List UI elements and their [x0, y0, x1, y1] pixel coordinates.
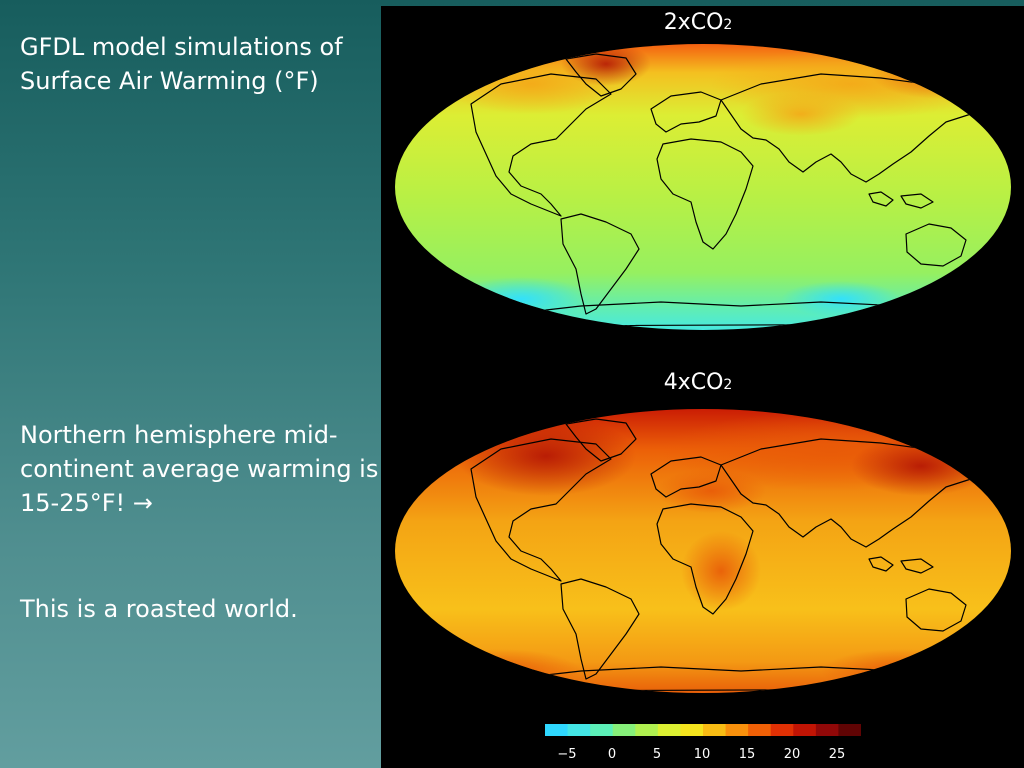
colorbar-swatch — [815, 724, 839, 736]
colorbar-swatch — [793, 724, 817, 736]
title-line-1: GFDL model simulations of — [20, 33, 343, 61]
colorbar-tick-label: 20 — [784, 747, 801, 762]
colorbar-swatch — [567, 724, 591, 736]
point-hemisphere-warming: Northern hemisphere mid- continent avera… — [20, 418, 430, 520]
colorbar-swatch — [635, 724, 659, 736]
colorbar-tick-label: −5 — [557, 747, 576, 762]
map-label-2xco2: 2xCO2 — [618, 10, 778, 35]
colorbar-tick-label: 5 — [653, 747, 661, 762]
colorbar-swatch — [545, 724, 569, 736]
map-label-2xco2-sub: 2 — [723, 17, 733, 33]
colorbar-swatch — [590, 724, 614, 736]
colorbar-swatch — [748, 724, 772, 736]
colorbar-swatch — [703, 724, 727, 736]
map-label-4xco2-sub: 2 — [723, 377, 733, 393]
title-line-2: Surface Air Warming (°F) — [20, 67, 319, 95]
point-roasted-world: This is a roasted world. — [20, 595, 298, 623]
colorbar-swatch — [770, 724, 794, 736]
slide-title: GFDL model simulations of Surface Air Wa… — [20, 30, 390, 98]
colorbar-tick-label: 0 — [608, 747, 616, 762]
colorbar-swatch — [725, 724, 749, 736]
colorbar-tick-label: 10 — [694, 747, 711, 762]
colorbar-swatch — [657, 724, 681, 736]
map-4xco2 — [395, 409, 1011, 693]
map-label-4xco2: 4xCO2 — [618, 370, 778, 395]
colorbar-tick-label: 25 — [829, 747, 846, 762]
point1-line-3: 15-25°F! → — [20, 489, 153, 517]
colorbar-swatch — [838, 724, 861, 736]
map-label-4xco2-text: 4xCO — [663, 370, 724, 395]
map-label-2xco2-text: 2xCO — [663, 10, 724, 35]
map-2xco2 — [395, 44, 1011, 330]
figure-panel: 2xCO2 — [381, 6, 1024, 768]
colorbar-legend: −5 0 5 10 15 20 25 — [545, 724, 861, 762]
colorbar-swatch — [680, 724, 704, 736]
point1-line-2: continent average warming is — [20, 455, 379, 483]
colorbar-tick-label: 15 — [739, 747, 756, 762]
colorbar-swatch — [612, 724, 636, 736]
point1-line-1: Northern hemisphere mid- — [20, 421, 338, 449]
